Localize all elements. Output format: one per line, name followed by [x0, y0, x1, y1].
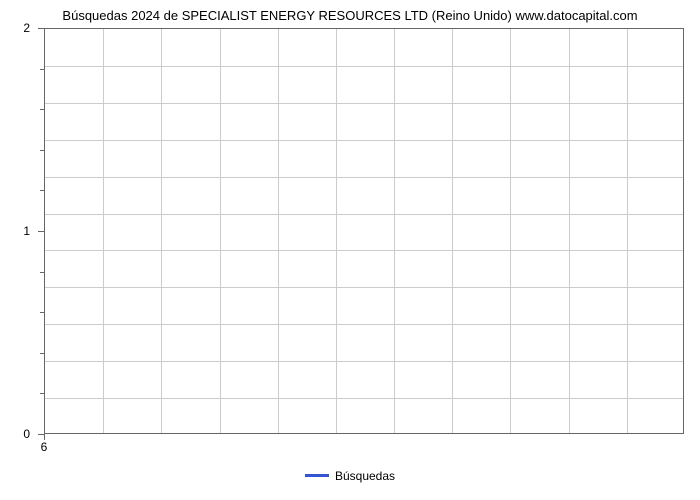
legend-swatch: [305, 474, 329, 477]
chart-plot-area: [44, 28, 684, 434]
chart-legend: Búsquedas: [0, 468, 700, 483]
legend-label: Búsquedas: [335, 469, 395, 483]
chart-title: Búsquedas 2024 de SPECIALIST ENERGY RESO…: [0, 8, 700, 23]
